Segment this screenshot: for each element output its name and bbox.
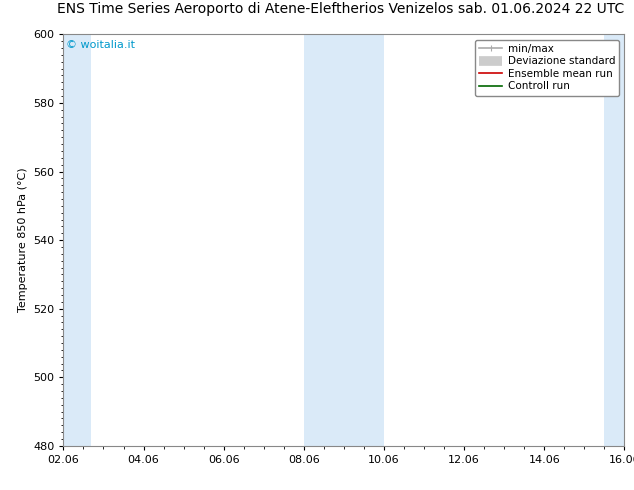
Y-axis label: Temperature 850 hPa (°C): Temperature 850 hPa (°C) xyxy=(18,168,27,313)
Text: © woitalia.it: © woitalia.it xyxy=(66,41,135,50)
Bar xyxy=(604,34,628,446)
Bar xyxy=(60,34,91,446)
Text: sab. 01.06.2024 22 UTC: sab. 01.06.2024 22 UTC xyxy=(458,1,624,16)
Bar xyxy=(304,34,384,446)
Legend: min/max, Deviazione standard, Ensemble mean run, Controll run: min/max, Deviazione standard, Ensemble m… xyxy=(476,40,619,96)
Text: ENS Time Series Aeroporto di Atene-Eleftherios Venizelos: ENS Time Series Aeroporto di Atene-Eleft… xyxy=(57,1,453,16)
